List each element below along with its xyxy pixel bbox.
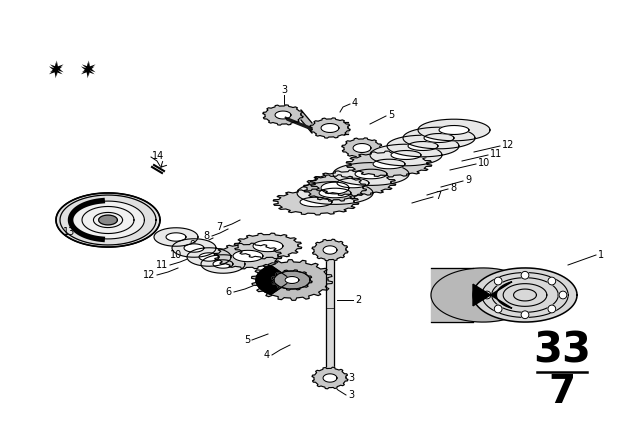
Polygon shape — [297, 181, 373, 204]
Circle shape — [494, 277, 502, 285]
Polygon shape — [353, 143, 371, 152]
Polygon shape — [154, 228, 198, 246]
Polygon shape — [312, 367, 348, 389]
Polygon shape — [199, 253, 219, 261]
Polygon shape — [387, 135, 459, 157]
Polygon shape — [333, 163, 409, 185]
Text: 7: 7 — [216, 222, 222, 232]
Polygon shape — [439, 125, 469, 134]
Polygon shape — [337, 178, 369, 188]
Polygon shape — [99, 215, 117, 225]
Polygon shape — [370, 144, 442, 166]
Circle shape — [559, 291, 567, 299]
Polygon shape — [275, 111, 291, 119]
Text: 33: 33 — [533, 329, 591, 371]
Polygon shape — [82, 207, 134, 233]
Circle shape — [548, 277, 556, 285]
Polygon shape — [312, 239, 348, 261]
Text: 6: 6 — [420, 133, 426, 143]
Polygon shape — [310, 118, 350, 138]
Polygon shape — [273, 189, 359, 215]
Polygon shape — [253, 240, 283, 252]
Polygon shape — [319, 188, 351, 198]
Polygon shape — [201, 255, 245, 273]
Text: 12: 12 — [143, 270, 155, 280]
Text: 6: 6 — [226, 287, 232, 297]
Text: 9: 9 — [190, 240, 196, 250]
Polygon shape — [234, 233, 301, 259]
Polygon shape — [391, 151, 421, 159]
Polygon shape — [431, 268, 473, 322]
Text: 10: 10 — [478, 158, 490, 168]
Polygon shape — [256, 265, 292, 295]
Polygon shape — [213, 260, 233, 268]
Text: 11: 11 — [490, 149, 502, 159]
Polygon shape — [310, 170, 396, 196]
Polygon shape — [403, 127, 475, 149]
Text: 3: 3 — [281, 85, 287, 95]
Text: 1: 1 — [598, 250, 604, 260]
Polygon shape — [323, 246, 337, 254]
Polygon shape — [473, 282, 512, 308]
Polygon shape — [184, 244, 204, 252]
Polygon shape — [274, 271, 310, 289]
Polygon shape — [373, 159, 405, 169]
Polygon shape — [272, 270, 312, 290]
Text: ✶  ✶: ✶ ✶ — [47, 62, 97, 82]
Text: 2: 2 — [355, 295, 361, 305]
Polygon shape — [263, 105, 303, 125]
Polygon shape — [252, 260, 333, 300]
Text: 11: 11 — [156, 260, 168, 270]
Polygon shape — [323, 374, 337, 382]
Text: ✶  ✶: ✶ ✶ — [48, 60, 98, 80]
Text: 14: 14 — [152, 151, 164, 161]
Polygon shape — [72, 201, 145, 239]
Polygon shape — [473, 268, 577, 322]
Text: 8: 8 — [204, 231, 210, 241]
Polygon shape — [355, 169, 387, 179]
Polygon shape — [301, 110, 312, 133]
Polygon shape — [233, 250, 263, 262]
Text: 3: 3 — [348, 390, 354, 400]
Text: 9: 9 — [465, 175, 471, 185]
Polygon shape — [321, 182, 349, 194]
Polygon shape — [285, 117, 312, 130]
Text: 7: 7 — [435, 191, 441, 201]
Polygon shape — [166, 233, 186, 241]
Polygon shape — [346, 151, 432, 177]
Polygon shape — [431, 268, 535, 322]
Polygon shape — [321, 124, 339, 133]
Polygon shape — [326, 258, 334, 370]
Circle shape — [521, 271, 529, 279]
Text: 5: 5 — [244, 335, 250, 345]
Text: 4: 4 — [352, 98, 358, 108]
Polygon shape — [418, 119, 490, 141]
Polygon shape — [424, 134, 454, 142]
Polygon shape — [214, 243, 282, 269]
Polygon shape — [56, 193, 160, 247]
Circle shape — [521, 311, 529, 319]
Polygon shape — [303, 175, 367, 201]
Polygon shape — [285, 276, 299, 284]
Circle shape — [548, 305, 556, 313]
Circle shape — [494, 305, 502, 313]
Circle shape — [483, 291, 491, 299]
Text: 3: 3 — [348, 373, 354, 383]
Polygon shape — [342, 138, 382, 158]
Text: 8: 8 — [450, 183, 456, 193]
Text: 12: 12 — [502, 140, 515, 150]
Text: 4: 4 — [264, 350, 270, 360]
Polygon shape — [300, 197, 332, 207]
Text: 7: 7 — [548, 373, 575, 411]
Polygon shape — [187, 248, 231, 266]
Polygon shape — [344, 122, 348, 134]
Text: 10: 10 — [170, 250, 182, 260]
Polygon shape — [408, 142, 438, 151]
Polygon shape — [93, 212, 123, 228]
Text: 13: 13 — [63, 227, 75, 237]
Polygon shape — [172, 239, 216, 257]
Text: 5: 5 — [388, 110, 394, 120]
